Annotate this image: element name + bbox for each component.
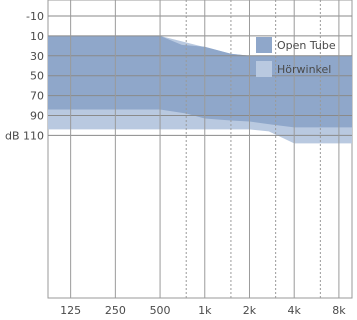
x-tick-label: 125 xyxy=(60,304,81,317)
x-tick-label: 4k xyxy=(288,304,302,317)
x-tick-label: 8k xyxy=(332,304,346,317)
y-axis: -10 10 30 50 70 90 dB 110 xyxy=(5,10,44,142)
x-tick-label: 250 xyxy=(105,304,126,317)
x-tick-label: 500 xyxy=(150,304,171,317)
x-axis: 125 250 500 1k 2k 4k 8k xyxy=(60,304,346,317)
y-tick-label: 70 xyxy=(30,90,44,103)
y-tick-label: 30 xyxy=(30,50,44,63)
x-tick-label: 1k xyxy=(198,304,212,317)
grid-layer xyxy=(48,0,352,298)
legend-label: Hörwinkel xyxy=(277,63,331,76)
y-tick-label: 90 xyxy=(30,110,44,123)
y-tick-label: dB 110 xyxy=(5,129,44,142)
legend-swatch xyxy=(256,61,272,77)
y-tick-label: 10 xyxy=(30,30,44,43)
x-tick-label: 2k xyxy=(243,304,257,317)
legend: Open Tube Hörwinkel xyxy=(256,37,336,77)
legend-swatch xyxy=(256,37,272,53)
y-tick-label: 50 xyxy=(30,70,44,83)
y-tick-label: -10 xyxy=(26,10,44,23)
legend-label: Open Tube xyxy=(277,39,336,52)
